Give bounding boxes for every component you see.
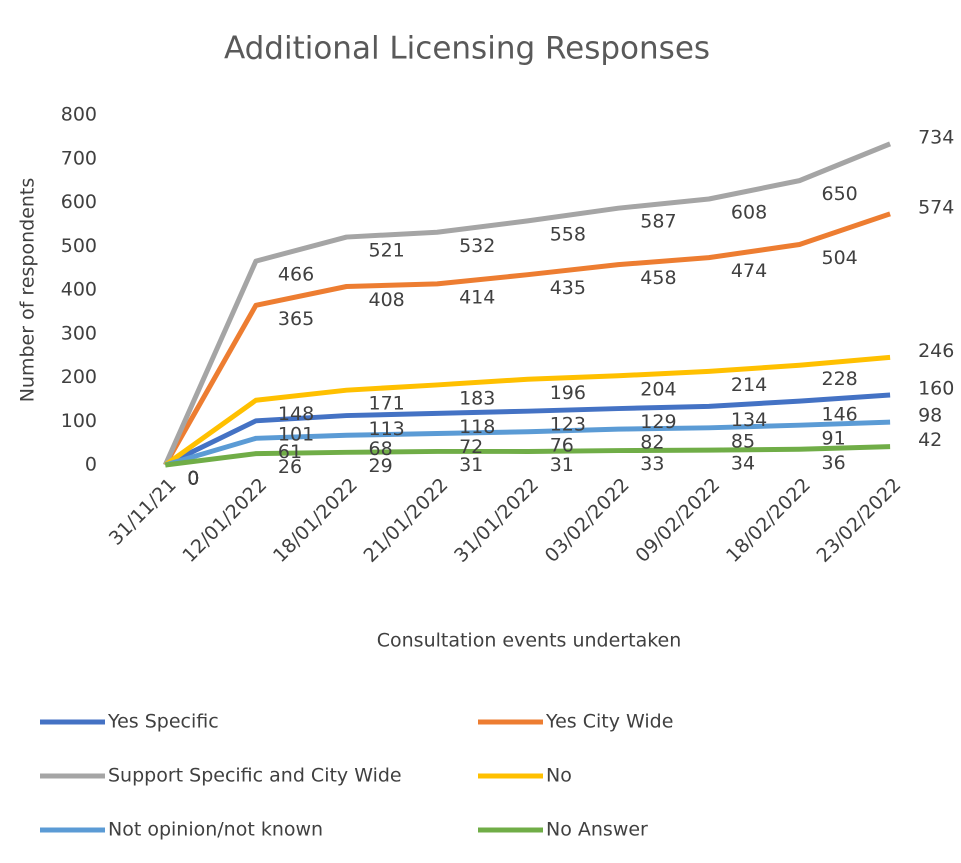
data-label: 171 xyxy=(369,393,405,415)
data-label: 0 xyxy=(187,468,199,490)
data-label: 36 xyxy=(822,452,846,474)
data-label: 0 xyxy=(187,468,199,490)
data-label: 196 xyxy=(550,382,586,404)
data-label: 61 xyxy=(278,441,302,463)
data-label: 608 xyxy=(731,202,767,224)
data-label: 246 xyxy=(918,340,954,362)
data-label: 435 xyxy=(550,277,586,299)
data-label: 532 xyxy=(459,235,495,257)
data-label: 82 xyxy=(640,432,664,454)
data-label: 365 xyxy=(278,308,314,330)
data-label: 31 xyxy=(550,454,574,476)
x-tick-label: 18/02/2022 xyxy=(722,474,815,567)
data-label: 26 xyxy=(278,456,302,478)
data-label: 98 xyxy=(918,405,942,427)
x-tick-label: 23/02/2022 xyxy=(813,474,906,567)
data-label: 42 xyxy=(918,429,942,451)
legend-label: No xyxy=(546,765,572,787)
series-line xyxy=(164,392,891,468)
data-label: 0 xyxy=(187,468,199,490)
data-label: 118 xyxy=(459,416,495,438)
x-tick-label: 09/02/2022 xyxy=(631,474,724,567)
y-tick-label: 100 xyxy=(61,410,97,432)
data-label: 160 xyxy=(918,378,954,400)
data-label: 414 xyxy=(459,286,495,308)
data-label: 68 xyxy=(369,438,393,460)
legend-label: Yes City Wide xyxy=(545,711,673,733)
data-label: 34 xyxy=(731,453,755,475)
data-label: 474 xyxy=(731,260,767,282)
y-tick-label: 0 xyxy=(85,454,97,476)
data-label: 113 xyxy=(369,418,405,440)
chart-title: Additional Licensing Responses xyxy=(224,31,710,67)
y-tick-label: 400 xyxy=(61,279,97,301)
data-label: 148 xyxy=(278,403,314,425)
data-label: 214 xyxy=(731,374,767,396)
legend-label: No Answer xyxy=(546,819,648,841)
data-label: 228 xyxy=(822,368,858,390)
data-label: 408 xyxy=(369,289,405,311)
data-label: 29 xyxy=(369,455,393,477)
data-label: 134 xyxy=(731,409,767,431)
data-label: 129 xyxy=(640,411,676,433)
series-line xyxy=(163,211,891,467)
data-label: 31 xyxy=(459,454,483,476)
y-tick-label: 300 xyxy=(61,322,97,344)
y-axis-label: Number of respondents xyxy=(17,178,39,403)
legend-label: Yes Specific xyxy=(107,711,219,733)
data-label: 204 xyxy=(640,378,676,400)
y-tick-label: 200 xyxy=(61,366,97,388)
data-label: 587 xyxy=(640,211,676,233)
series-line xyxy=(164,419,891,468)
data-label: 91 xyxy=(822,428,846,450)
data-label: 521 xyxy=(369,240,405,262)
data-label: 734 xyxy=(918,126,954,148)
x-tick-label: 03/02/2022 xyxy=(541,474,634,567)
data-label: 85 xyxy=(731,430,755,452)
x-tick-label: 21/01/2022 xyxy=(360,474,453,567)
legend-label: Support Specific and City Wide xyxy=(108,765,402,787)
data-label: 0 xyxy=(187,468,199,490)
data-label: 123 xyxy=(550,414,586,436)
data-label: 574 xyxy=(918,196,954,218)
data-label: 76 xyxy=(550,434,574,456)
x-tick-label: 31/11/21 xyxy=(105,474,181,550)
data-label: 146 xyxy=(822,404,858,426)
data-label: 504 xyxy=(822,247,858,269)
y-tick-label: 500 xyxy=(61,235,97,257)
x-tick-label: 18/01/2022 xyxy=(269,474,362,567)
legend-label: Not opinion/not known xyxy=(108,819,323,841)
data-label: 101 xyxy=(278,423,314,445)
data-label: 72 xyxy=(459,436,483,458)
data-label: 458 xyxy=(640,267,676,289)
data-label: 33 xyxy=(640,453,664,475)
y-tick-label: 800 xyxy=(61,104,97,126)
x-axis-label: Consultation events undertaken xyxy=(377,630,682,652)
series-line xyxy=(163,141,892,467)
data-label: 466 xyxy=(278,264,314,286)
x-tick-label: 31/01/2022 xyxy=(450,474,543,567)
series-line xyxy=(163,354,891,468)
y-tick-label: 600 xyxy=(61,191,97,213)
series-line xyxy=(164,444,891,468)
data-label: 0 xyxy=(187,468,199,490)
data-label: 650 xyxy=(822,183,858,205)
data-label: 183 xyxy=(459,387,495,409)
data-label: 558 xyxy=(550,223,586,245)
y-tick-label: 700 xyxy=(61,147,97,169)
data-label: 0 xyxy=(187,468,199,490)
